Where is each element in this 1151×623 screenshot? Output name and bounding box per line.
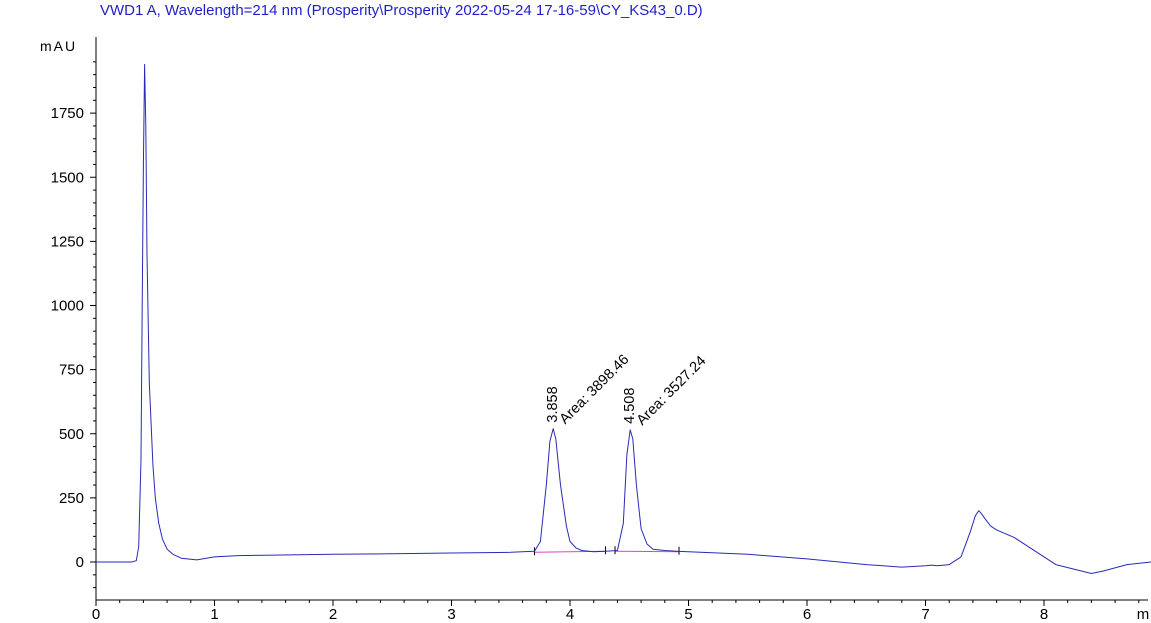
plot-area bbox=[96, 63, 1151, 574]
x-tick-label: 8 bbox=[1040, 606, 1048, 623]
y-tick-label: 1500 bbox=[51, 169, 84, 186]
ticks bbox=[90, 61, 1140, 606]
y-tick-label: 750 bbox=[59, 362, 84, 379]
x-axis-unit-label: m bbox=[1137, 606, 1150, 623]
y-tick-label: 0 bbox=[76, 554, 84, 571]
x-tick-label: 1 bbox=[210, 606, 218, 623]
peak-area-label: Area: 3527.24 bbox=[634, 353, 710, 429]
peak-retention-time-label: 3.858 bbox=[545, 386, 561, 422]
x-tick-label: 4 bbox=[566, 606, 574, 623]
y-tick-label: 500 bbox=[59, 426, 84, 443]
signal-line bbox=[96, 63, 1151, 574]
peak-area-label: Area: 3898.46 bbox=[557, 352, 633, 428]
labels: 0 250 500 750 1000 1250 1500 1750 mAU 0 1 2 3 4 5 6 7 8 m 3… bbox=[40, 38, 1149, 623]
baseline-segment bbox=[615, 550, 680, 553]
peak-retention-time-label: 4.508 bbox=[622, 388, 638, 424]
y-tick-label: 250 bbox=[59, 490, 84, 507]
x-tick-label: 7 bbox=[921, 606, 929, 623]
chart-title: VWD1 A, Wavelength=214 nm (Prosperity\Pr… bbox=[100, 2, 703, 19]
x-tick-label: 0 bbox=[92, 606, 100, 623]
y-tick-label: 1250 bbox=[51, 233, 84, 250]
x-tick-label: 5 bbox=[684, 606, 692, 623]
x-tick-label: 3 bbox=[447, 606, 455, 623]
x-tick-label: 2 bbox=[329, 606, 337, 623]
y-axis-label: mAU bbox=[40, 38, 77, 54]
x-tick-label: 6 bbox=[803, 606, 811, 623]
y-tick-label: 1750 bbox=[51, 105, 84, 122]
axes bbox=[95, 37, 1148, 601]
y-tick-label: 1000 bbox=[51, 298, 84, 315]
